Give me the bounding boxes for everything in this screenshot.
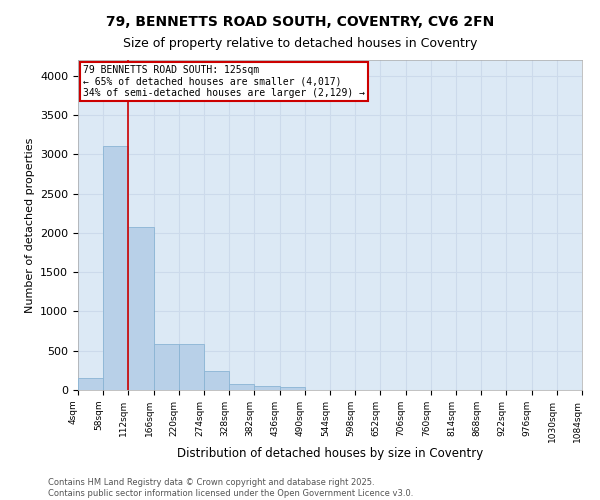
Bar [154, 344, 179, 390]
Text: Size of property relative to detached houses in Coventry: Size of property relative to detached ho… [123, 38, 477, 51]
Bar [254, 386, 280, 390]
Bar [179, 344, 204, 390]
Text: Contains HM Land Registry data © Crown copyright and database right 2025.
Contai: Contains HM Land Registry data © Crown c… [48, 478, 413, 498]
Bar [78, 378, 103, 390]
Y-axis label: Number of detached properties: Number of detached properties [25, 138, 35, 312]
Bar [128, 227, 154, 390]
Bar [280, 387, 305, 390]
X-axis label: Distribution of detached houses by size in Coventry: Distribution of detached houses by size … [177, 448, 483, 460]
Bar [229, 384, 254, 390]
Text: 79, BENNETTS ROAD SOUTH, COVENTRY, CV6 2FN: 79, BENNETTS ROAD SOUTH, COVENTRY, CV6 2… [106, 15, 494, 29]
Text: 79 BENNETTS ROAD SOUTH: 125sqm
← 65% of detached houses are smaller (4,017)
34% : 79 BENNETTS ROAD SOUTH: 125sqm ← 65% of … [83, 65, 365, 98]
Bar [103, 146, 128, 390]
Bar [204, 371, 229, 390]
